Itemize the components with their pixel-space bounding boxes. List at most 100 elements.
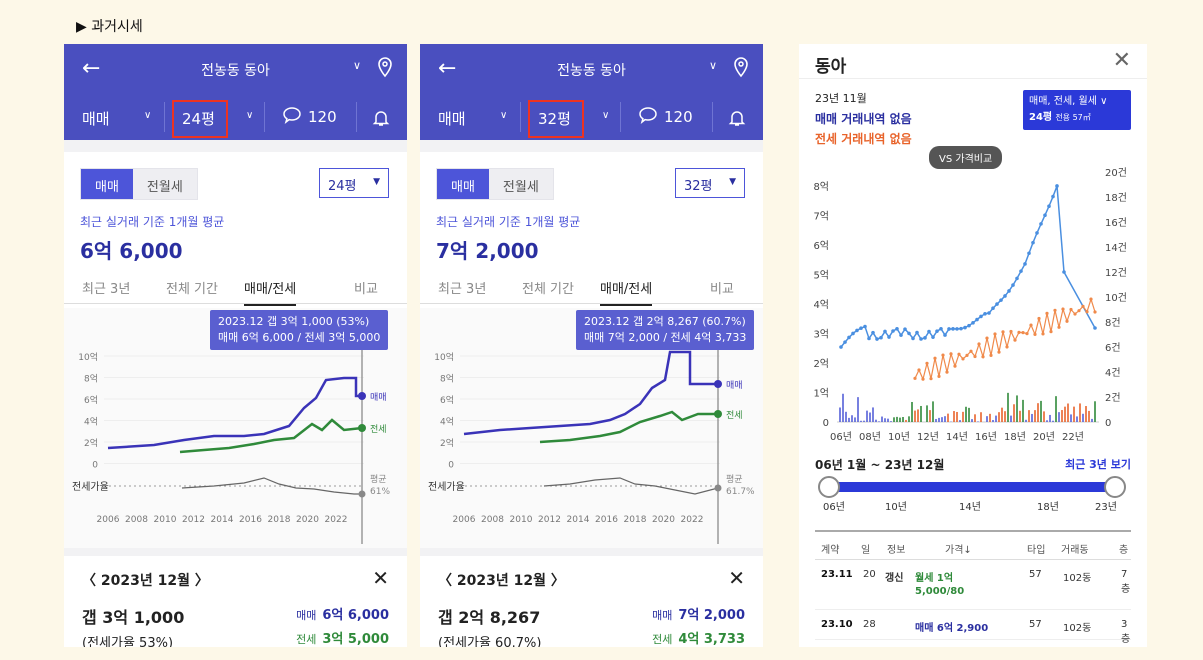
chevron-down-icon[interactable]: ∨ <box>352 59 361 72</box>
jeonse-point <box>714 410 722 418</box>
ratio-label: 전세가율 <box>428 481 465 493</box>
volume-bar <box>998 412 1000 422</box>
size-select[interactable]: 32평 <box>538 110 571 128</box>
close-icon[interactable]: ✕ <box>1112 48 1131 73</box>
tab-sale-jeonse[interactable]: 매매/전세 <box>244 278 297 306</box>
range-slider[interactable] <box>818 476 1126 498</box>
volume-bar <box>1010 415 1012 422</box>
detail-title: 동아 <box>815 57 847 77</box>
tab-sale-jeonse[interactable]: 매매/전세 <box>600 278 653 306</box>
recent-3y-link[interactable]: 최근 3년 보기 <box>1065 458 1131 471</box>
seg-sale[interactable]: 매매 <box>81 169 133 199</box>
volume-bar <box>971 419 973 422</box>
x-tick-label: 2008 <box>125 515 148 525</box>
review-count[interactable]: 120 <box>308 108 337 126</box>
review-count[interactable]: 120 <box>664 108 693 126</box>
price-panel-32: ← 전농동 동아 ∨ 매매 ∨ 32평 ∨ 120 매매 전월세 32평 최근 … <box>420 44 763 647</box>
next-month-icon[interactable]: 〉 <box>189 573 209 589</box>
bell-icon[interactable] <box>727 108 747 132</box>
volume-bar <box>1022 399 1024 422</box>
trade-type-select[interactable]: 매매 <box>82 110 110 128</box>
range-start-handle[interactable] <box>818 476 840 498</box>
volume-bar <box>860 420 862 422</box>
volume-bar <box>908 416 910 422</box>
seg-rent[interactable]: 전월세 <box>488 169 553 199</box>
tab-compare[interactable]: 비교 <box>710 282 734 297</box>
chart-tooltip: 2023.12 갭 3억 1,000 (53%) 매매 6억 6,000 / 전… <box>210 310 389 350</box>
month-nav: 〈 2023년 12월 〉 <box>438 573 565 589</box>
table-header[interactable]: 정보 <box>887 545 906 556</box>
cell-floor: 7층 <box>1121 569 1131 595</box>
price-chart: 10억 8억 6억 4억 2억 0 2006 2008 2010 2012 2014 2016 2018… <box>420 308 763 548</box>
x-tick-label: 2012 <box>538 515 561 525</box>
table-header[interactable]: 층 <box>1119 545 1129 556</box>
table-header[interactable]: 계약 <box>821 545 840 556</box>
table-header[interactable]: 타입 <box>1027 545 1046 556</box>
prev-month-icon[interactable]: 〈 <box>82 573 101 589</box>
volume-bar <box>854 417 856 422</box>
tab-3y[interactable]: 최근 3년 <box>438 282 487 297</box>
volume-bar <box>863 420 865 422</box>
bell-icon[interactable] <box>371 108 391 132</box>
table-row[interactable]: 23.10 28 매매 6억 2,900 57 102동 3층 <box>815 610 1131 645</box>
chevron-down-icon[interactable]: ∨ <box>708 59 717 72</box>
x-tick-label: 2006 <box>453 515 476 525</box>
period-tabs: 최근 3년 전체 기간 매매/전세 비교 <box>420 270 763 306</box>
table-header[interactable]: 일 <box>861 545 871 556</box>
y-left-tick: 6억 <box>813 240 829 252</box>
legend-sale: 매매 <box>726 380 743 391</box>
seg-sale[interactable]: 매매 <box>437 169 489 199</box>
next-month-icon[interactable]: 〉 <box>545 573 565 589</box>
seg-rent[interactable]: 전월세 <box>132 169 197 199</box>
size-select[interactable]: 24평 <box>182 110 215 128</box>
y-right-tick: 4건 <box>1105 367 1121 379</box>
filter-button[interactable]: 매매, 전세, 월세 ∨ 24평 전용 57㎡ <box>1023 90 1131 130</box>
back-arrow-icon[interactable]: ← <box>438 56 457 81</box>
volume-bar <box>947 413 949 422</box>
tab-all[interactable]: 전체 기간 <box>166 282 218 297</box>
gap-ratio: (전세가율 60.7%) <box>438 636 542 647</box>
x-tick: 16년 <box>975 431 997 443</box>
volume-bar <box>1031 413 1033 422</box>
map-pin-icon[interactable] <box>731 56 751 82</box>
volume-bar <box>974 414 976 422</box>
y-tick-label: 10억 <box>434 351 454 363</box>
prev-month-icon[interactable]: 〈 <box>438 573 457 589</box>
size-dropdown[interactable]: 32평 <box>675 168 745 198</box>
close-icon[interactable]: ✕ <box>372 566 389 590</box>
tab-all[interactable]: 전체 기간 <box>522 282 574 297</box>
y-right-tick: 2건 <box>1105 392 1121 404</box>
map-pin-icon[interactable] <box>375 56 395 82</box>
size-dropdown[interactable]: 24평 <box>319 168 389 198</box>
volume-bar <box>866 410 868 422</box>
trade-type-select[interactable]: 매매 <box>438 110 466 128</box>
sale-line <box>463 350 718 436</box>
volume-bar <box>878 421 880 422</box>
y-tick-label: 8억 <box>440 373 454 385</box>
volume-bar <box>896 416 898 422</box>
section-title: ▶ 과거시세 <box>76 19 143 35</box>
volume-bar <box>1037 403 1039 422</box>
tab-3y[interactable]: 최근 3년 <box>82 282 131 297</box>
range-end-handle[interactable] <box>1104 476 1126 498</box>
back-arrow-icon[interactable]: ← <box>82 56 101 81</box>
volume-bar <box>914 410 916 422</box>
volume-bar <box>1049 414 1051 422</box>
tab-compare[interactable]: 비교 <box>354 282 378 297</box>
close-icon[interactable]: ✕ <box>728 566 745 590</box>
table-row[interactable]: 23.11 20 갱신 월세 1억 5,000/80 57 102동 7층 <box>815 560 1131 610</box>
ratio-line <box>181 477 362 495</box>
chat-icon[interactable] <box>282 106 302 128</box>
y-tick-label: 0 <box>92 461 98 471</box>
vs-compare-button[interactable]: VS 가격비교 <box>929 146 1003 169</box>
table-header[interactable]: 거래동 <box>1061 545 1089 556</box>
chat-icon[interactable] <box>638 106 658 128</box>
volume-bar <box>1040 400 1042 422</box>
cell-ym: 23.10 <box>821 619 853 630</box>
cell-info: 갱신 <box>885 573 904 584</box>
x-tick-label: 2014 <box>211 515 234 525</box>
x-tick: 20년 <box>1033 431 1055 443</box>
gap-value: 갭 2억 8,267 <box>438 608 541 627</box>
ratio-avg-label: 평균 <box>370 474 387 485</box>
table-header[interactable]: 가격↓ <box>945 545 972 556</box>
